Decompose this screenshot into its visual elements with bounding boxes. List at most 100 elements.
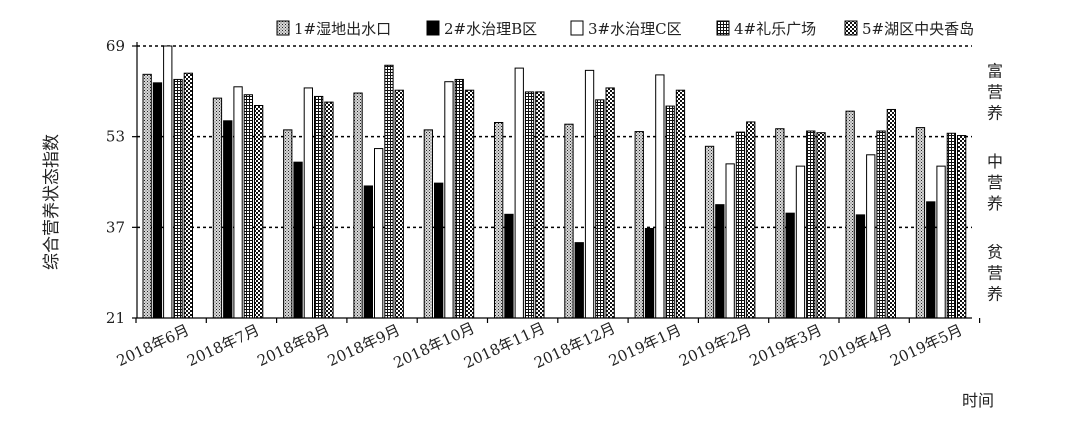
legend-item-5: 5#湖区中央香岛	[844, 20, 974, 38]
legend: 1#湿地出水口 2#水治理B区 3#水治理C区 4#礼乐广场 5#湖区中央香岛	[276, 20, 974, 38]
bar-8-series-5	[746, 121, 756, 319]
bar-group-1	[212, 86, 264, 319]
bar-2-series-5	[324, 101, 334, 319]
legend-label-1: 1#湿地出水口	[294, 20, 391, 38]
bar-3-series-3	[374, 148, 384, 319]
bar-5-series-2	[504, 213, 514, 319]
legend-label-3: 3#水治理C区	[588, 20, 682, 38]
bar-group-2	[283, 87, 334, 319]
bar-10-series-3	[866, 154, 876, 319]
bar-2-series-3	[303, 87, 314, 319]
bar-1-series-3	[233, 86, 243, 319]
legend-swatch-5	[844, 20, 858, 36]
bar-10-series-2	[855, 214, 866, 319]
bar-8-series-2	[715, 204, 725, 319]
axes	[132, 42, 981, 323]
bar-6-series-5	[605, 87, 615, 319]
bar-0-series-2	[152, 82, 163, 319]
bar-11-series-3	[936, 165, 946, 319]
bar-group-11	[915, 127, 967, 319]
bar-0-series-3	[163, 45, 173, 319]
bar-6-series-2	[574, 242, 584, 319]
bar-4-series-3	[444, 81, 454, 319]
bar-6-series-4	[595, 99, 605, 319]
y-tick-labels: 21 37 53 69	[106, 37, 125, 327]
bar-5-series-1	[494, 122, 504, 319]
bar-6-series-1	[564, 123, 574, 319]
bar-1-series-1	[212, 97, 223, 319]
bars-layer	[142, 45, 967, 319]
bar-9-series-3	[795, 165, 806, 319]
bar-11-series-4	[946, 132, 957, 319]
x-tick-label-9: 2019年3月	[747, 321, 825, 370]
bar-3-series-5	[394, 89, 404, 319]
bar-7-series-3	[655, 74, 665, 319]
bar-7-series-5	[675, 89, 686, 319]
bar-11-series-2	[926, 201, 936, 319]
legend-label-4: 4#礼乐广场	[734, 20, 816, 38]
y-tick-label-21: 21	[106, 309, 125, 327]
y-axis-label: 综合营养状态指数	[42, 134, 62, 270]
legend-label-5: 5#湖区中央香岛	[862, 20, 974, 38]
bar-4-series-2	[434, 182, 444, 319]
zone-label-0: 富营养	[987, 61, 1003, 122]
legend-item-1: 1#湿地出水口	[276, 20, 391, 38]
bar-10-series-1	[845, 110, 855, 319]
legend-swatch-4	[716, 20, 730, 36]
y-tick-label-69: 69	[106, 37, 125, 55]
bar-9-series-4	[806, 130, 816, 319]
bar-group-7	[634, 74, 686, 319]
bar-4-series-5	[464, 89, 475, 319]
y-tick-label-53: 53	[106, 128, 125, 146]
bar-8-series-3	[725, 163, 735, 319]
bar-2-series-1	[283, 129, 293, 319]
bar-0-series-5	[183, 72, 193, 319]
y-tick-label-37: 37	[106, 218, 125, 236]
bar-1-series-4	[243, 94, 253, 319]
bar-11-series-5	[957, 135, 967, 319]
x-tick-label-7: 2019年1月	[606, 321, 684, 370]
x-tick-label-10: 2019年4月	[817, 321, 895, 370]
zone-label-1: 中营养	[987, 152, 1003, 213]
bar-group-4	[423, 78, 475, 319]
bar-1-series-5	[254, 105, 264, 319]
bar-10-series-5	[886, 108, 897, 319]
bar-4-series-4	[454, 78, 464, 319]
bar-group-8	[704, 121, 756, 319]
x-tick-label-0: 2018年6月	[114, 321, 192, 370]
bar-7-series-2	[644, 227, 655, 319]
bar-group-6	[564, 69, 615, 319]
bar-5-series-3	[514, 67, 524, 319]
x-tick-labels: 2018年6月2018年7月2018年8月2018年9月2018年10月2018…	[114, 319, 965, 372]
bar-6-series-3	[584, 69, 595, 319]
x-tick-label-1: 2018年7月	[184, 321, 262, 370]
bar-8-series-4	[735, 131, 746, 319]
bar-10-series-4	[876, 130, 886, 319]
x-tick-label-3: 2018年9月	[325, 321, 403, 370]
bar-0-series-4	[173, 78, 183, 319]
bar-2-series-4	[314, 95, 324, 319]
legend-swatch-3	[570, 20, 584, 36]
bar-group-0	[142, 45, 193, 319]
bar-5-series-4	[524, 91, 535, 319]
bar-group-3	[353, 64, 404, 319]
bar-group-10	[845, 108, 897, 319]
bar-3-series-2	[363, 185, 374, 319]
bar-7-series-4	[665, 105, 675, 319]
bar-11-series-1	[915, 127, 926, 319]
bar-9-series-2	[785, 212, 795, 319]
legend-swatch-2	[426, 20, 440, 36]
bar-5-series-5	[535, 91, 545, 319]
bar-group-9	[775, 128, 826, 319]
x-tick-label-11: 2019年5月	[887, 321, 965, 370]
legend-item-2: 2#水治理B区	[426, 20, 537, 38]
bar-7-series-1	[634, 131, 644, 319]
x-tick-label-8: 2019年2月	[676, 321, 754, 370]
x-tick-label-6: 2018年12月	[531, 319, 618, 372]
bar-1-series-2	[223, 120, 233, 319]
bar-2-series-2	[293, 161, 303, 319]
bar-group-5	[494, 67, 545, 319]
bar-8-series-1	[704, 145, 715, 319]
